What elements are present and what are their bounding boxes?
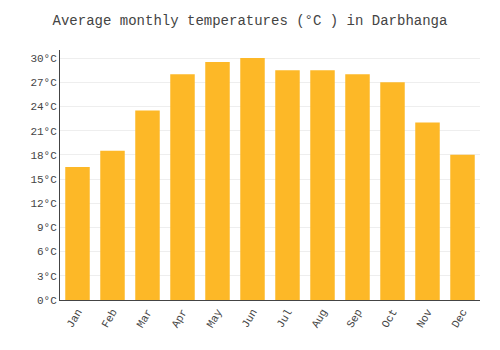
svg-text:Nov: Nov xyxy=(415,307,435,330)
svg-text:21°C: 21°C xyxy=(30,125,57,137)
svg-text:24°C: 24°C xyxy=(30,101,57,113)
svg-text:Jan: Jan xyxy=(65,307,85,330)
svg-text:15°C: 15°C xyxy=(30,174,57,186)
svg-text:Dec: Dec xyxy=(450,307,470,330)
svg-text:9°C: 9°C xyxy=(37,222,57,234)
svg-text:Average monthly temperatures (: Average monthly temperatures (°C ) in Da… xyxy=(53,13,448,29)
svg-text:Feb: Feb xyxy=(100,307,120,330)
svg-text:27°C: 27°C xyxy=(30,77,57,89)
svg-text:12°C: 12°C xyxy=(30,198,57,210)
svg-text:Oct: Oct xyxy=(380,307,400,330)
svg-text:Jun: Jun xyxy=(240,307,260,330)
svg-text:30°C: 30°C xyxy=(30,53,57,65)
svg-text:18°C: 18°C xyxy=(30,150,57,162)
svg-text:Jul: Jul xyxy=(275,307,295,330)
svg-text:Apr: Apr xyxy=(170,307,190,330)
svg-text:0°C: 0°C xyxy=(37,295,57,307)
svg-text:6°C: 6°C xyxy=(37,246,57,258)
svg-text:Aug: Aug xyxy=(310,307,330,330)
svg-text:3°C: 3°C xyxy=(37,271,57,283)
svg-text:Sep: Sep xyxy=(345,307,365,330)
svg-text:Mar: Mar xyxy=(135,307,155,330)
svg-text:May: May xyxy=(205,307,225,330)
